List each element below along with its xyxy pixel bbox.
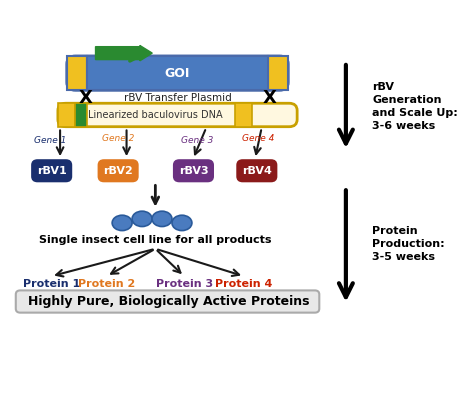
FancyBboxPatch shape xyxy=(67,56,288,90)
Bar xyxy=(75,103,87,127)
Text: X: X xyxy=(78,89,92,107)
Text: Protein 1: Protein 1 xyxy=(23,279,80,289)
Text: Protein 2: Protein 2 xyxy=(78,279,135,289)
Text: rBV4: rBV4 xyxy=(242,166,272,176)
Bar xyxy=(268,56,288,90)
Text: GOI: GOI xyxy=(165,67,190,80)
Text: rBV Transfer Plasmid: rBV Transfer Plasmid xyxy=(124,93,231,103)
Ellipse shape xyxy=(152,211,172,227)
FancyBboxPatch shape xyxy=(16,291,319,313)
Text: Gene 3: Gene 3 xyxy=(181,136,214,145)
Text: Protein
Production:
3-5 weeks: Protein Production: 3-5 weeks xyxy=(373,226,445,262)
FancyBboxPatch shape xyxy=(32,160,71,181)
FancyBboxPatch shape xyxy=(58,103,297,127)
Ellipse shape xyxy=(172,215,192,231)
Ellipse shape xyxy=(132,211,152,227)
Text: Gene 4: Gene 4 xyxy=(242,133,274,142)
Text: Gene 2: Gene 2 xyxy=(101,133,134,142)
Bar xyxy=(58,103,75,127)
Text: Single insect cell line for all products: Single insect cell line for all products xyxy=(39,235,272,245)
Bar xyxy=(67,56,87,90)
FancyBboxPatch shape xyxy=(99,160,137,181)
Text: Gene 1: Gene 1 xyxy=(34,136,66,145)
Bar xyxy=(235,103,252,127)
Text: Protein 4: Protein 4 xyxy=(215,279,273,289)
Text: Linearized baculovirus DNA: Linearized baculovirus DNA xyxy=(88,110,223,120)
Text: Protein 3: Protein 3 xyxy=(155,279,213,289)
FancyArrow shape xyxy=(96,46,152,61)
FancyBboxPatch shape xyxy=(237,160,276,181)
Text: rBV1: rBV1 xyxy=(37,166,66,176)
Text: Highly Pure, Biologically Active Proteins: Highly Pure, Biologically Active Protein… xyxy=(28,295,310,308)
Ellipse shape xyxy=(112,215,132,231)
Bar xyxy=(87,56,268,90)
Text: rBV2: rBV2 xyxy=(103,166,133,176)
Text: X: X xyxy=(263,89,277,107)
Text: rBV
Generation
and Scale Up:
3-6 weeks: rBV Generation and Scale Up: 3-6 weeks xyxy=(373,82,458,131)
FancyBboxPatch shape xyxy=(174,160,213,181)
Text: rBV3: rBV3 xyxy=(179,166,208,176)
